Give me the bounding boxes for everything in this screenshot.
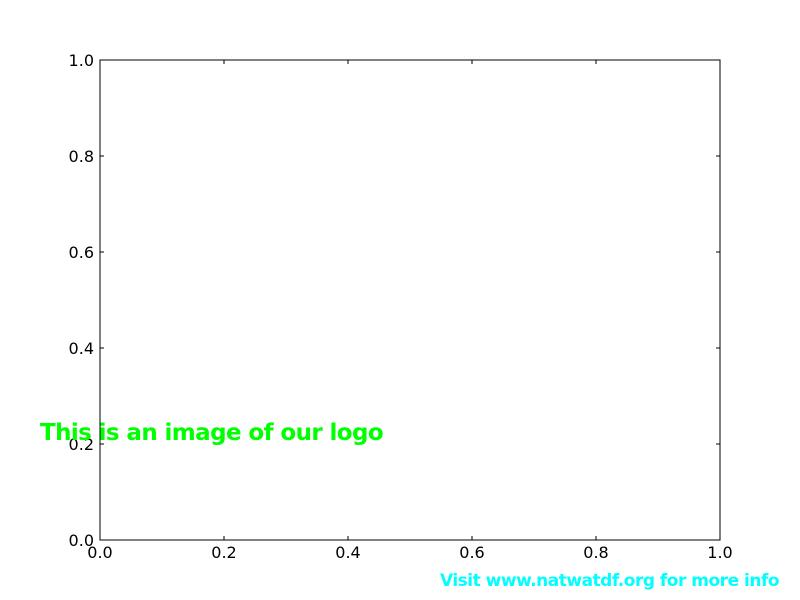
y-tick-label: 0.8 [69, 147, 94, 166]
logo-annotation-text: This is an image of our logo [40, 420, 384, 446]
y-tick-label: 0.4 [69, 339, 94, 358]
x-tick-label: 0.2 [211, 543, 236, 562]
y-tick-label: 0.6 [69, 243, 94, 262]
y-tick-label: 0.0 [69, 531, 94, 550]
visit-info-annotation-text: Visit www.natwatdf.org for more info [440, 571, 780, 591]
y-tick-label: 0.2 [69, 435, 94, 454]
x-tick-label: 0.8 [583, 543, 608, 562]
y-axis: 0.0 0.2 0.4 0.6 0.8 1.0 [69, 51, 720, 550]
plot-area [99, 59, 721, 541]
y-tick-label: 1.0 [69, 51, 94, 70]
x-axis: 0.0 0.2 0.4 0.6 0.8 1.0 [87, 60, 733, 562]
x-tick-label: 0.4 [335, 543, 360, 562]
x-tick-label: 1.0 [707, 543, 732, 562]
x-tick-label: 0.6 [459, 543, 484, 562]
x-tick-label: 0.0 [87, 543, 112, 562]
